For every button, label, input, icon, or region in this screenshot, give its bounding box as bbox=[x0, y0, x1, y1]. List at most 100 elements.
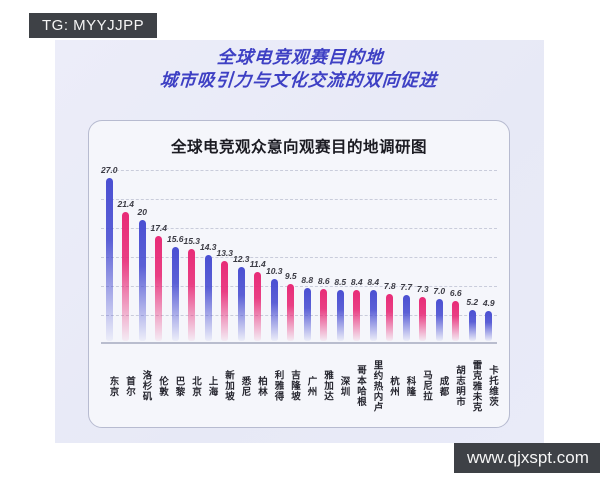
bar-value-label: 8.4 bbox=[367, 277, 380, 287]
bar bbox=[353, 290, 361, 341]
bar bbox=[254, 272, 262, 341]
bar-slot: 7.3 bbox=[415, 167, 432, 342]
bar-slot: 21.4 bbox=[117, 167, 135, 342]
bar-slot: 5.2 bbox=[464, 167, 481, 342]
bar bbox=[171, 247, 179, 341]
bar-value-label: 9.5 bbox=[284, 271, 297, 281]
bar-value-label: 15.3 bbox=[183, 236, 201, 246]
x-axis-label: 雷克雅未克 bbox=[470, 359, 482, 413]
x-axis-label: 胡志明市 bbox=[454, 365, 465, 407]
bar-slot: 14.3 bbox=[200, 167, 217, 342]
bar bbox=[485, 311, 493, 341]
bar-value-label: 15.6 bbox=[166, 234, 184, 244]
x-axis-label: 深圳 bbox=[338, 375, 350, 397]
bar-slot: 4.9 bbox=[481, 167, 498, 342]
bar-value-label: 6.6 bbox=[449, 288, 462, 298]
bar bbox=[138, 220, 146, 341]
chart-card: 全球电竞观众意向观赛目的地调研图 27.0 21.4 20 17.4 15.6 15.3 1… bbox=[88, 120, 510, 428]
bar bbox=[221, 261, 229, 341]
bar-slot: 10.3 bbox=[266, 167, 283, 342]
bar-slot: 15.3 bbox=[183, 167, 201, 342]
gridline bbox=[101, 228, 497, 229]
bar-value-label: 13.3 bbox=[216, 248, 234, 258]
bar bbox=[270, 279, 278, 341]
bar bbox=[419, 297, 427, 341]
x-axis-label: 上海 bbox=[206, 375, 218, 397]
x-axis-label: 杭州 bbox=[388, 375, 399, 397]
bar-slot: 12.3 bbox=[233, 167, 250, 342]
x-axis-label: 东京 bbox=[107, 375, 119, 397]
bars-container: 27.0 21.4 20 17.4 15.6 15.3 14.3 13.3 12.3 11.4 10… bbox=[100, 165, 498, 342]
x-axis-label: 里约热内卢 bbox=[371, 359, 383, 413]
bar-value-label: 17.4 bbox=[150, 223, 168, 233]
bar-value-label: 5.2 bbox=[466, 297, 479, 307]
bar bbox=[320, 289, 328, 341]
bar-slot: 8.5 bbox=[332, 167, 349, 342]
x-axis-labels: 东京 首尔 洛杉矶 伦敦 巴黎 北京 上海 新加坡 悉尼 柏林 利雅得 吉隆坡 广州 雅加达 深圳 哥本哈根里… bbox=[101, 349, 499, 423]
x-axis-label: 巴黎 bbox=[173, 375, 185, 397]
bar-value-label: 27.0 bbox=[100, 165, 118, 175]
bar-value-label: 8.6 bbox=[317, 276, 330, 286]
bar-value-label: 10.3 bbox=[265, 266, 283, 276]
x-axis-label: 吉隆坡 bbox=[289, 370, 300, 402]
x-axis-label: 伦敦 bbox=[157, 375, 168, 397]
gridline bbox=[101, 257, 497, 258]
bar-slot: 8.6 bbox=[316, 167, 333, 342]
bar-value-label: 8.4 bbox=[350, 277, 363, 287]
x-axis-label: 卡托维茨 bbox=[487, 365, 498, 407]
bar bbox=[237, 267, 245, 341]
bar bbox=[204, 255, 212, 341]
bar bbox=[336, 290, 344, 341]
bar-slot: 8.8 bbox=[299, 167, 316, 342]
bar-slot: 7.0 bbox=[431, 167, 448, 342]
x-axis-label: 首尔 bbox=[124, 375, 135, 397]
content-panel: 全球电竞观赛目的地 城市吸引力与文化交流的双向促进 全球电竞观众意向观赛目的地调… bbox=[55, 40, 544, 443]
x-axis-label: 马尼拉 bbox=[421, 370, 432, 402]
bar bbox=[369, 290, 377, 341]
bar-slot: 9.5 bbox=[283, 167, 300, 342]
bar bbox=[287, 284, 295, 341]
bar-slot: 11.4 bbox=[250, 167, 267, 342]
x-axis-label: 科隆 bbox=[404, 375, 416, 397]
x-axis-label: 利雅得 bbox=[272, 370, 284, 402]
bar bbox=[386, 294, 394, 341]
bar-value-label: 20 bbox=[137, 207, 147, 217]
bar-slot: 8.4 bbox=[349, 167, 366, 342]
bar-value-label: 8.8 bbox=[301, 275, 314, 285]
page-title-line1: 全球电竞观赛目的地 bbox=[216, 47, 385, 67]
bar-slot: 13.3 bbox=[216, 167, 234, 342]
x-axis-label: 哥本哈根 bbox=[355, 365, 366, 407]
watermark-tg-badge: TG: MYYJJPP bbox=[29, 13, 158, 38]
bar bbox=[468, 310, 476, 341]
x-axis-label: 柏林 bbox=[256, 375, 267, 397]
bar-value-label: 7.7 bbox=[400, 282, 413, 292]
bar bbox=[303, 288, 311, 341]
bar-value-label: 7.8 bbox=[383, 281, 396, 291]
gridline bbox=[101, 315, 497, 316]
bar-value-label: 8.5 bbox=[334, 277, 347, 287]
bar-chart-plot-area: 27.0 21.4 20 17.4 15.6 15.3 14.3 13.3 12.3 11.4 10… bbox=[100, 165, 498, 344]
bar-slot: 6.6 bbox=[448, 167, 465, 342]
watermark-url-badge: www.qjxspt.com bbox=[454, 443, 600, 473]
bar-slot: 20 bbox=[134, 167, 151, 342]
bar bbox=[402, 295, 410, 341]
x-axis-label: 广州 bbox=[305, 375, 317, 397]
x-axis-label: 北京 bbox=[190, 375, 201, 397]
gridline bbox=[101, 286, 497, 287]
bar-value-label: 7.0 bbox=[433, 286, 446, 296]
bar-slot: 17.4 bbox=[150, 167, 168, 342]
bar-value-label: 21.4 bbox=[117, 199, 135, 209]
bar bbox=[188, 249, 196, 341]
bar bbox=[122, 212, 130, 341]
gridline bbox=[101, 170, 497, 171]
bar-slot: 8.4 bbox=[365, 167, 382, 342]
bar bbox=[435, 299, 443, 341]
x-axis-label: 成都 bbox=[437, 375, 449, 397]
bar-value-label: 4.9 bbox=[482, 298, 495, 308]
x-axis-label: 悉尼 bbox=[239, 375, 251, 397]
bar-slot: 7.8 bbox=[382, 167, 399, 342]
x-axis-label: 洛杉矶 bbox=[140, 370, 152, 402]
x-axis-label: 雅加达 bbox=[322, 370, 333, 402]
bar-slot: 15.6 bbox=[167, 167, 184, 342]
bar bbox=[155, 236, 163, 341]
